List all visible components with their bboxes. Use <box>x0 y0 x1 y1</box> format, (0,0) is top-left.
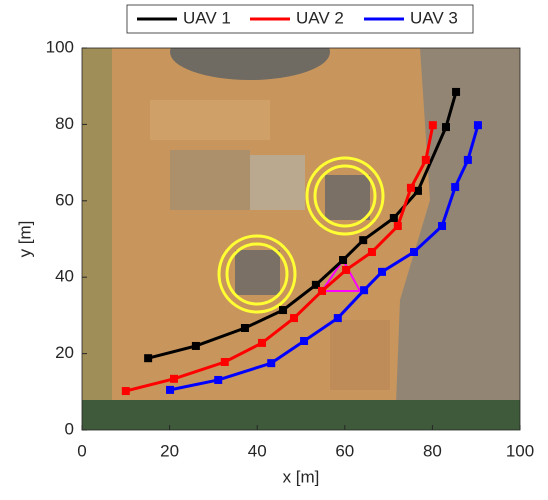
waypoint-marker <box>390 214 398 222</box>
waypoint-marker <box>290 314 298 322</box>
chart: x [m] y [m] 0 20 40 60 80 100 0 20 40 60 80 100 UAV … <box>0 0 548 495</box>
legend-label: UAV 3 <box>410 8 458 27</box>
waypoint-marker <box>422 156 430 164</box>
waypoint-marker <box>368 248 376 256</box>
legend-label: UAV 1 <box>183 8 231 27</box>
waypoint-marker <box>192 342 200 350</box>
waypoint-marker <box>438 222 446 230</box>
waypoint-marker <box>267 359 275 367</box>
y-tick-label: 60 <box>55 190 74 209</box>
aerial-background <box>82 24 520 430</box>
waypoint-marker <box>378 268 386 276</box>
y-tick-label: 40 <box>55 267 74 286</box>
waypoint-marker <box>279 306 287 314</box>
x-tick-label: 100 <box>506 441 534 460</box>
waypoint-marker <box>166 386 174 394</box>
y-axis-label: y [m] <box>15 221 34 258</box>
x-tick-label: 20 <box>160 441 179 460</box>
x-tick-label: 0 <box>77 441 86 460</box>
waypoint-marker <box>221 358 229 366</box>
waypoint-marker <box>170 375 178 383</box>
waypoint-marker <box>339 256 347 264</box>
waypoint-marker <box>452 88 460 96</box>
waypoint-marker <box>407 184 415 192</box>
y-tick-label: 20 <box>55 343 74 362</box>
waypoint-marker <box>474 121 482 129</box>
waypoint-marker <box>300 337 308 345</box>
y-tick-label: 0 <box>65 419 74 438</box>
legend-label: UAV 2 <box>296 8 344 27</box>
x-tick-label: 80 <box>423 441 442 460</box>
waypoint-marker <box>410 248 418 256</box>
waypoint-marker <box>359 236 367 244</box>
y-tick-label: 100 <box>46 37 74 56</box>
x-tick-label: 40 <box>248 441 267 460</box>
x-axis-label: x [m] <box>283 467 320 486</box>
waypoint-marker <box>451 183 459 191</box>
waypoint-marker <box>258 339 266 347</box>
waypoint-marker <box>442 123 450 131</box>
waypoint-marker <box>429 121 437 129</box>
x-tick-label: 60 <box>335 441 354 460</box>
waypoint-marker <box>334 314 342 322</box>
waypoint-marker <box>464 156 472 164</box>
waypoint-marker <box>318 287 326 295</box>
y-tick-label: 80 <box>55 114 74 133</box>
waypoint-marker <box>342 266 350 274</box>
waypoint-marker <box>241 324 249 332</box>
waypoint-marker <box>214 376 222 384</box>
waypoint-marker <box>394 222 402 230</box>
waypoint-marker <box>122 387 130 395</box>
waypoint-marker <box>414 187 422 195</box>
waypoint-marker <box>360 286 368 294</box>
waypoint-marker <box>144 354 152 362</box>
